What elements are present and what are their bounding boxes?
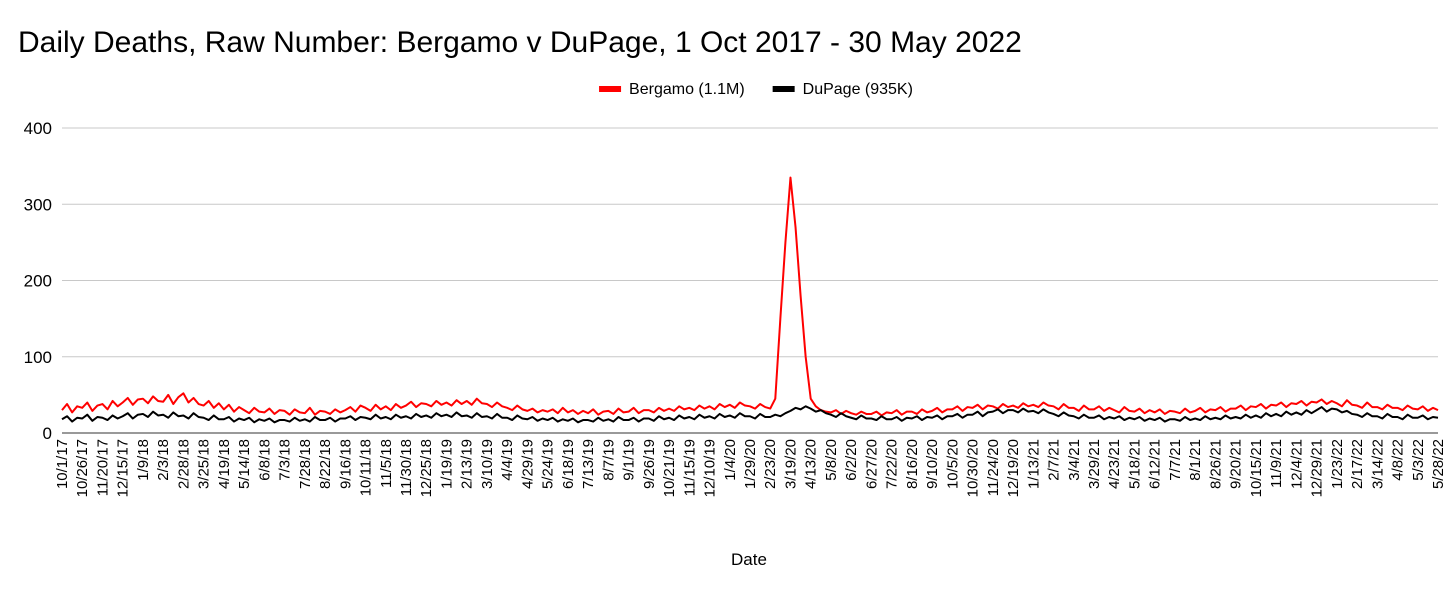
x-tick-label: 9/10/20 (924, 439, 941, 489)
x-tick-label: 9/16/18 (337, 439, 354, 489)
x-tick-label: 4/13/20 (803, 439, 820, 489)
x-tick-label: 5/14/18 (236, 439, 253, 489)
x-tick-label: 1/23/22 (1329, 439, 1346, 489)
x-tick-label: 8/7/19 (600, 439, 617, 481)
x-tick-label: 10/26/17 (74, 439, 91, 497)
x-tick-label: 2/28/18 (175, 439, 192, 489)
x-tick-label: 10/1/17 (54, 439, 71, 489)
x-tick-label: 10/21/19 (661, 439, 678, 497)
x-tick-label: 7/28/18 (297, 439, 314, 489)
x-tick-label: 5/28/22 (1430, 439, 1447, 489)
x-tick-label: 1/13/21 (1025, 439, 1042, 489)
x-tick-label: 5/24/19 (540, 439, 557, 489)
x-tick-label: 12/4/21 (1288, 439, 1305, 489)
legend: Bergamo (1.1M) DuPage (935K) (599, 81, 913, 98)
x-tick-label: 8/22/18 (317, 439, 334, 489)
x-tick-label: 2/7/21 (1046, 439, 1063, 481)
x-tick-label: 10/5/20 (944, 439, 961, 489)
y-tick-label: 0 (43, 424, 52, 443)
x-tick-label: 12/19/20 (1005, 439, 1022, 497)
x-tick-label: 4/8/22 (1390, 439, 1407, 481)
legend-label: Bergamo (1.1M) (629, 81, 745, 98)
x-tick-label: 2/3/18 (155, 439, 172, 481)
x-tick-label: 1/4/20 (722, 439, 739, 481)
x-tick-label: 3/19/20 (782, 439, 799, 489)
x-tick-label: 9/26/19 (641, 439, 658, 489)
x-tick-label: 9/20/21 (1228, 439, 1245, 489)
x-tick-label: 2/23/20 (762, 439, 779, 489)
x-tick-label: 3/14/22 (1369, 439, 1386, 489)
x-tick-label: 11/30/18 (398, 439, 415, 496)
x-tick-label: 4/4/19 (499, 439, 516, 481)
x-tick-label: 3/25/18 (196, 439, 213, 489)
x-tick-label: 12/10/19 (702, 439, 719, 497)
x-tick-label: 1/9/18 (135, 439, 152, 481)
x-tick-label: 11/9/21 (1268, 439, 1285, 488)
x-tick-label: 9/1/19 (621, 439, 638, 481)
x-tick-label: 12/25/18 (418, 439, 435, 497)
x-tick-label: 10/30/20 (965, 439, 982, 497)
x-tick-label: 10/15/21 (1248, 439, 1265, 497)
x-tick-label: 6/18/19 (560, 439, 577, 489)
x-tick-label: 2/13/19 (459, 439, 476, 489)
x-tick-label: 4/19/18 (216, 439, 233, 489)
x-tick-label: 12/15/17 (115, 439, 132, 497)
legend-swatch (772, 86, 795, 92)
x-tick-label: 5/8/20 (823, 439, 840, 481)
x-tick-label: 11/5/18 (378, 439, 395, 488)
x-tick-label: 11/20/17 (94, 439, 111, 496)
x-tick-label: 4/29/19 (519, 439, 536, 489)
x-tick-label: 7/13/19 (580, 439, 597, 489)
series-line (61, 176, 1439, 417)
y-tick-label: 100 (24, 348, 52, 367)
legend-label: DuPage (935K) (803, 81, 913, 98)
x-tick-label: 6/12/21 (1147, 439, 1164, 489)
x-tick-label: 11/15/19 (681, 439, 698, 496)
series-line (61, 405, 1439, 424)
x-tick-label: 12/29/21 (1309, 439, 1326, 497)
x-tick-label: 3/4/21 (1066, 439, 1083, 481)
x-tick-label: 8/26/21 (1207, 439, 1224, 489)
x-tick-label: 6/2/20 (843, 439, 860, 481)
x-tick-label: 6/27/20 (863, 439, 880, 489)
x-tick-label: 11/24/20 (985, 439, 1002, 496)
y-tick-label: 200 (24, 272, 52, 291)
chart-title: Daily Deaths, Raw Number: Bergamo v DuPa… (18, 26, 1022, 59)
x-axis-title: Date (731, 550, 767, 569)
x-tick-label: 3/29/21 (1086, 439, 1103, 489)
x-tick-label: 10/11/18 (358, 439, 375, 496)
y-tick-label: 300 (24, 195, 52, 214)
x-tick-label: 2/17/22 (1349, 439, 1366, 489)
x-tick-label: 6/8/18 (256, 439, 273, 481)
x-tick-label: 8/1/21 (1187, 439, 1204, 481)
y-tick-label: 400 (24, 119, 52, 138)
x-tick-label: 7/22/20 (884, 439, 901, 489)
x-tick-label: 7/7/21 (1167, 439, 1184, 481)
x-tick-label: 7/3/18 (277, 439, 294, 481)
x-tick-label: 1/19/19 (438, 439, 455, 489)
x-tick-label: 8/16/20 (904, 439, 921, 489)
x-tick-label: 1/29/20 (742, 439, 759, 489)
x-tick-label: 5/3/22 (1410, 439, 1427, 481)
x-tick-label: 5/18/21 (1126, 439, 1143, 489)
x-tick-label: 4/23/21 (1106, 439, 1123, 489)
legend-swatch (599, 86, 622, 92)
x-tick-label: 3/10/19 (479, 439, 496, 489)
